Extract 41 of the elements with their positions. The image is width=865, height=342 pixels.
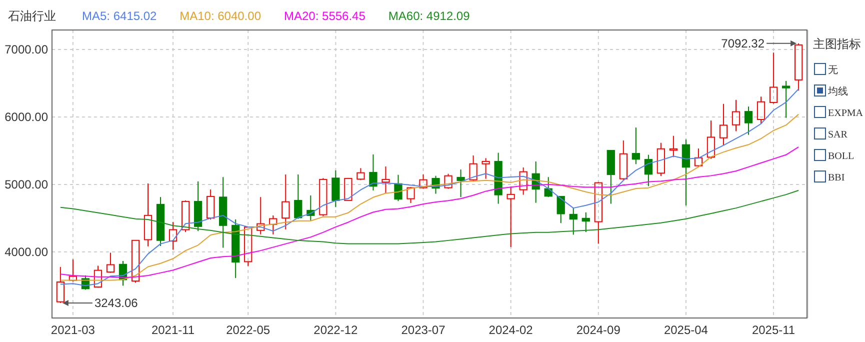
candlestick xyxy=(632,127,640,165)
text: EXPMA xyxy=(828,108,864,119)
candlestick xyxy=(282,174,290,230)
candlestick xyxy=(369,154,378,191)
candlestick xyxy=(744,106,753,136)
candlestick xyxy=(519,166,528,196)
candlestick xyxy=(144,182,152,247)
x-tick-label: 2023-07 xyxy=(401,323,446,337)
text: BBI xyxy=(828,172,845,184)
candlestick xyxy=(219,176,228,248)
y-tick-label: 6000.00 xyxy=(4,110,48,124)
line-series xyxy=(60,190,800,244)
candlestick xyxy=(506,186,515,248)
text: SAR xyxy=(828,130,848,140)
y-tick-label: 7000.00 xyxy=(4,42,48,57)
candlestick xyxy=(582,212,590,233)
annotation: 7092.32 xyxy=(721,36,765,50)
candlestick xyxy=(382,166,390,194)
y-tick-label: 4000.00 xyxy=(4,244,48,259)
x-tick-label: 2024-02 xyxy=(488,323,534,337)
text: 无 xyxy=(828,65,838,76)
x-tick-label: 2022-12 xyxy=(314,323,358,337)
candlestick xyxy=(682,138,690,206)
x-tick-label: 2024-09 xyxy=(576,323,621,337)
x-tick-label: 2022-05 xyxy=(226,323,270,337)
x-tick-label: 2025-04 xyxy=(664,323,708,337)
text: 主图指标 xyxy=(813,37,861,51)
candlestick xyxy=(456,168,465,198)
chart-title: 石油行业 xyxy=(8,9,56,23)
x-tick-label: 2025-11 xyxy=(752,323,796,337)
text: MA60: 4912.09 xyxy=(388,9,470,23)
text: 均线 xyxy=(827,86,848,98)
x-tick-label: 2021-11 xyxy=(151,323,195,337)
text: MA20: 5556.45 xyxy=(284,9,366,23)
y-tick-label: 5000.00 xyxy=(4,177,48,192)
candlestick xyxy=(482,158,490,180)
text: BOLL xyxy=(828,151,854,162)
x-tick-label: 2021-03 xyxy=(50,323,96,337)
annotation: 3243.06 xyxy=(94,296,138,310)
text: MA10: 6040.00 xyxy=(180,9,262,23)
text: MA5: 6415.02 xyxy=(82,9,158,23)
